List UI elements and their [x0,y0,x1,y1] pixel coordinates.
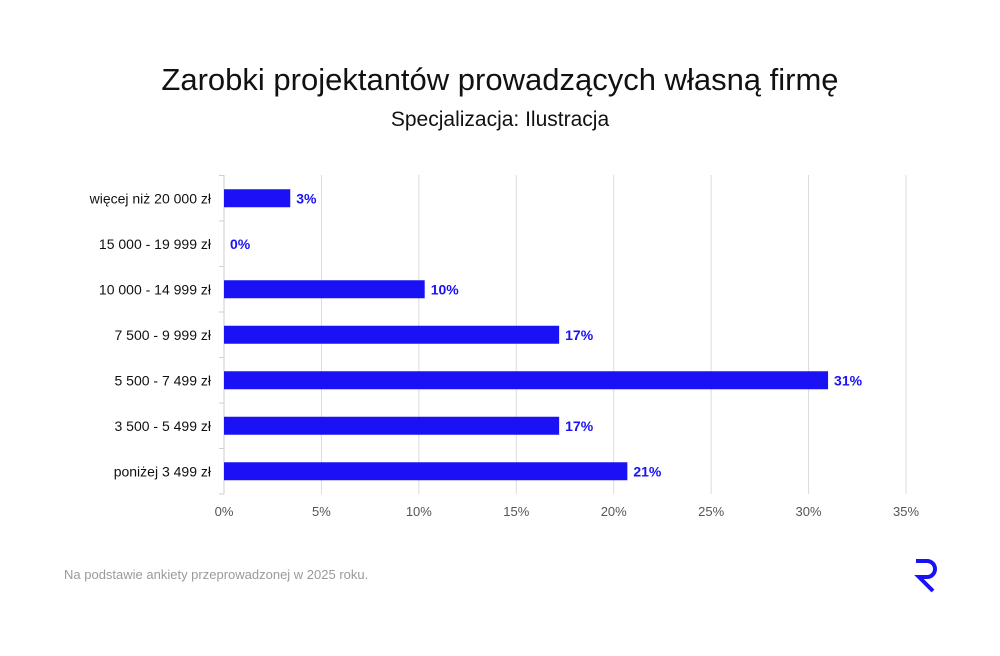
data-label: 10% [431,281,460,297]
data-label: 21% [633,463,662,479]
bar [224,416,560,435]
category-label: 15 000 - 19 999 zł [99,236,212,252]
chart-subtitle: Specjalizacja: Ilustracja [390,108,610,131]
data-label: 3% [296,190,317,206]
x-tick-label: 20% [601,504,627,519]
x-tick-label: 30% [796,504,822,519]
x-tick-label: 0% [215,504,234,519]
x-tick-label: 25% [698,504,724,519]
category-label: więcej niż 20 000 zł [89,190,212,206]
logo-r-icon [914,559,937,593]
category-label: 3 500 - 5 499 zł [114,418,211,434]
data-label: 17% [565,418,594,434]
bar [224,325,560,344]
data-label: 17% [565,327,594,343]
data-label: 0% [230,236,251,252]
x-tick-label: 10% [406,504,432,519]
chart-title: Zarobki projektantów prowadzących własną… [161,62,839,97]
data-label: 31% [834,372,863,388]
category-label: 7 500 - 9 999 zł [114,327,211,343]
category-label: poniżej 3 499 zł [114,463,212,479]
bar [224,189,291,208]
footer-note: Na podstawie ankiety przeprowadzonej w 2… [64,567,369,582]
category-label: 5 500 - 7 499 zł [114,372,211,388]
x-tick-label: 5% [312,504,331,519]
x-tick-label: 15% [503,504,529,519]
bar [224,280,425,299]
bar [224,371,829,390]
x-tick-label: 35% [893,504,919,519]
bar [224,462,628,481]
category-label: 10 000 - 14 999 zł [99,281,212,297]
